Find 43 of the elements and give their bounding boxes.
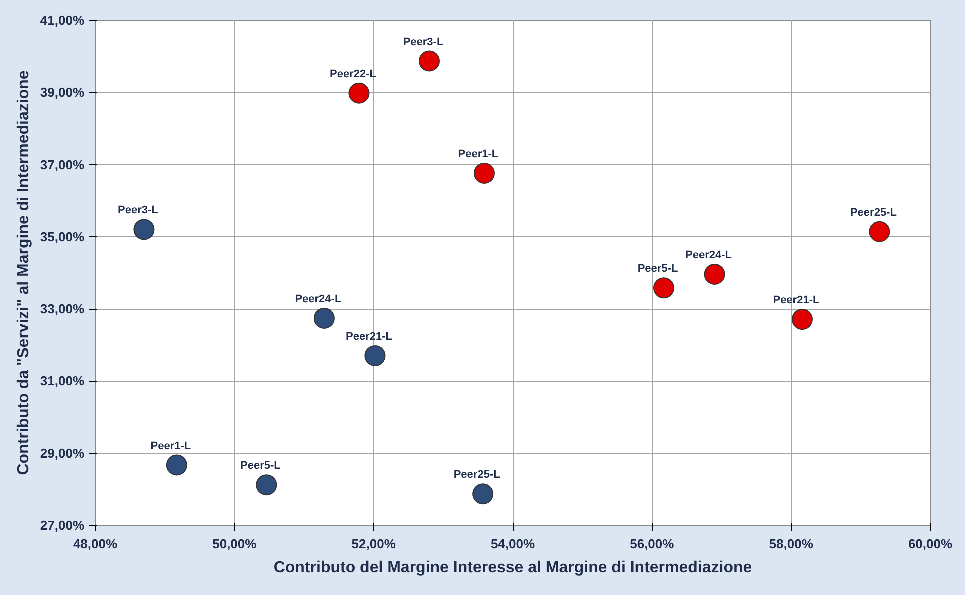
y-tick-label: 37,00% (40, 157, 85, 172)
y-tick-label: 39,00% (40, 85, 85, 100)
annotation: Peer21-L (773, 294, 820, 307)
annotation: Peer1-L (458, 148, 499, 160)
y-tick-label: 35,00% (40, 229, 85, 244)
point (364, 345, 386, 366)
x-tick-label: 56,00% (630, 536, 675, 552)
point (869, 221, 890, 242)
point (166, 454, 188, 476)
y-tick-label: 41,00% (40, 13, 85, 28)
annotation: Peer3-L (118, 204, 159, 217)
y-tick-label: 33,00% (40, 302, 85, 317)
point (653, 278, 674, 299)
point (134, 219, 155, 240)
x-tick-label: 60,00% (908, 536, 953, 552)
x-tick-label: 50,00% (212, 536, 258, 552)
x-tick-label: 48,00% (73, 536, 118, 552)
annotation: Peer25-L (850, 206, 898, 219)
x-tick-label: 54,00% (490, 536, 536, 552)
y-axis-title: Contributo da "Servizi" al Margine di Intermediazione (15, 70, 32, 476)
y-tick-label: 31,00% (40, 374, 85, 389)
point (792, 309, 813, 330)
x-axis-title: Contributo del Margine Interesse al Margine di Intermediazione (274, 560, 752, 576)
annotation: Peer5-L (240, 460, 282, 472)
x-tick-label: 58,00% (769, 536, 814, 552)
annotation: Peer24-L (686, 249, 732, 262)
point (256, 474, 278, 496)
point (472, 484, 494, 505)
y-tick-label: 29,00% (40, 446, 85, 461)
point (314, 308, 335, 329)
x-tick-label: 52,00% (352, 536, 396, 552)
annotation: Peer25-L (454, 469, 501, 482)
point (419, 50, 440, 72)
annotation: Peer22-L (330, 68, 377, 80)
annotation: Peer1-L (150, 440, 192, 452)
point (348, 82, 370, 104)
annotation: Peer24-L (295, 293, 342, 306)
y-tick-label: 27,00% (40, 518, 85, 533)
point (704, 264, 726, 285)
annotation: Peer5-L (638, 263, 678, 276)
annotation: Peer3-L (403, 36, 444, 48)
annotation: Peer21-L (346, 330, 393, 343)
point (474, 162, 495, 184)
